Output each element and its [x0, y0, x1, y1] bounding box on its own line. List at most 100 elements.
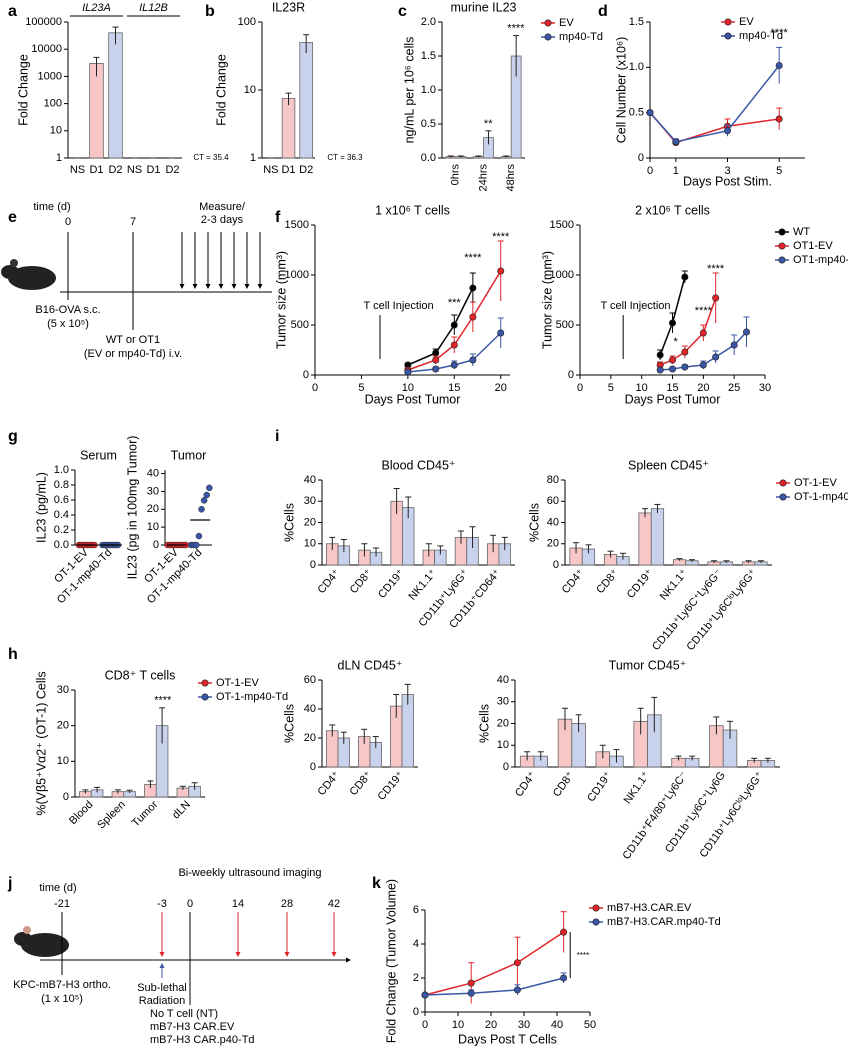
marker [646, 109, 654, 117]
timeline-label: (EV or mp40-Td) i.v. [84, 348, 182, 360]
legend-marker [779, 493, 787, 501]
x-tick-label: NK1.1⁺ [658, 567, 691, 603]
marker [513, 986, 521, 994]
x-tick-label: 15 [448, 382, 460, 394]
marker [712, 353, 720, 361]
mouse-body [8, 266, 56, 290]
y-tick-label: 0 [310, 559, 316, 571]
y-axis-label: Fold Change (Tumor Volume) [384, 879, 398, 1043]
timeline-label: Measure/ [199, 201, 246, 213]
marker [730, 341, 738, 349]
bar [108, 32, 123, 159]
legend-label: OT1-EV [793, 240, 833, 252]
y-tick-label: 2 [413, 972, 419, 984]
chart-title: Spleen CD45⁺ [628, 458, 709, 472]
chart-title: 2 x10⁶ T cells [635, 203, 710, 217]
y-axis-label: IL23 (pg in 100mg Tumor) [125, 436, 139, 580]
y-tick-label: 0 [310, 761, 316, 773]
marker [513, 959, 521, 967]
x-axis-label: Days Post T Cells [458, 1032, 557, 1046]
x-tick-label: 5 [776, 165, 782, 177]
y-tick-label: 0 [153, 539, 159, 551]
x-tick-label: D1 [146, 164, 160, 176]
chart-title: Blood CD45⁺ [382, 458, 456, 472]
marker [469, 313, 477, 321]
y-tick-label: 0.5 [629, 107, 644, 119]
x-tick-label: NS [263, 164, 278, 176]
y-tick-label: 10 [304, 538, 316, 550]
y-tick-label: 1 [56, 152, 62, 164]
y-tick-label: 1000 [550, 269, 574, 281]
marker [656, 366, 664, 374]
chart-title: CD8⁺ T cells [105, 668, 176, 682]
legend-marker [544, 33, 552, 41]
y-tick-label: 20 [304, 732, 316, 744]
y-tick-label: 1500 [550, 219, 574, 231]
legend-label: mp40-Td [739, 30, 783, 42]
x-tick-label: 15 [666, 382, 678, 394]
annotation: **** [492, 231, 510, 243]
x-axis-label: Days Post Tumor [625, 392, 721, 406]
y-tick-label: 2.0 [421, 16, 436, 28]
line [649, 65, 780, 143]
timeline-label: time (d) [39, 882, 76, 894]
x-tick-label: CD11b⁺Ly6CˡᵒLy6G⁺ [684, 567, 759, 653]
marker [668, 365, 676, 373]
marker [469, 356, 477, 364]
y-tick-label: 20 [147, 503, 159, 515]
y-tick-label: 60 [304, 674, 316, 686]
y-tick-label: 500 [291, 319, 309, 331]
y-tick-label: 10 [50, 125, 62, 137]
legend-label: EV [739, 16, 754, 28]
mouse-head [1, 265, 19, 279]
timeline-label: No T cell (NT) [150, 1008, 218, 1020]
y-tick-label: 40 [497, 674, 509, 686]
y-tick-label: 30 [304, 495, 316, 507]
x-tick-label: CD8⁺ [551, 769, 577, 799]
y-tick-label: 1.0 [54, 464, 69, 476]
y-tick-label: 1.0 [421, 84, 436, 96]
bar [281, 98, 296, 159]
marker [432, 349, 440, 357]
annotation: *** [448, 297, 462, 309]
x-tick-label: 5 [608, 382, 614, 394]
y-tick-label: 20 [304, 516, 316, 528]
timeline-e [60, 232, 272, 330]
panel-label: c [398, 3, 407, 20]
y-axis-label: Fold Change [16, 54, 30, 126]
y-axis-label: %(Vβ5⁺Vα2⁺ (OT-1) Cells [34, 671, 48, 815]
x-tick-label: 0 [647, 165, 653, 177]
legend-label: OT-1-mp40-Td [216, 691, 288, 703]
x-tick-label: NS [127, 164, 142, 176]
y-tick-label: 100 [238, 16, 256, 28]
x-axis-label: Days Post Stim. [683, 174, 772, 188]
y-axis-label: Fold Change [214, 54, 228, 126]
x-tick-label: CD4⁺ [560, 567, 587, 596]
y-tick-label: 0 [638, 152, 644, 164]
mouse-body [21, 933, 69, 957]
x-tick-label: 5 [358, 382, 364, 394]
panel-label: h [8, 646, 18, 663]
y-tick-label: 1.0 [629, 61, 644, 73]
y-tick-label: 10 [147, 521, 159, 533]
y-tick-label: 1000 [38, 70, 62, 82]
timeline-label: -3 [157, 898, 167, 910]
x-tick-label: 0 [577, 382, 583, 394]
x-tick-label: 30 [759, 382, 771, 394]
legend-label: OT-1-EV [216, 677, 259, 689]
x-tick-label: CD4⁺ [513, 769, 539, 799]
mouse-head [14, 932, 32, 946]
line [424, 931, 565, 996]
marker [681, 363, 689, 371]
marker [672, 138, 680, 146]
x-tick-label: CD4⁺ [315, 769, 342, 798]
bar [401, 694, 414, 768]
timeline-label: Bi-weekly ultrasound imaging [178, 867, 321, 879]
y-tick-label: 40 [547, 516, 559, 528]
marker [450, 361, 458, 369]
x-tick-label: 10 [402, 382, 414, 394]
x-tick-label: 24hrs [477, 164, 489, 192]
y-tick-label: 4 [413, 938, 419, 950]
timeline-label: Radiation [139, 995, 185, 1007]
